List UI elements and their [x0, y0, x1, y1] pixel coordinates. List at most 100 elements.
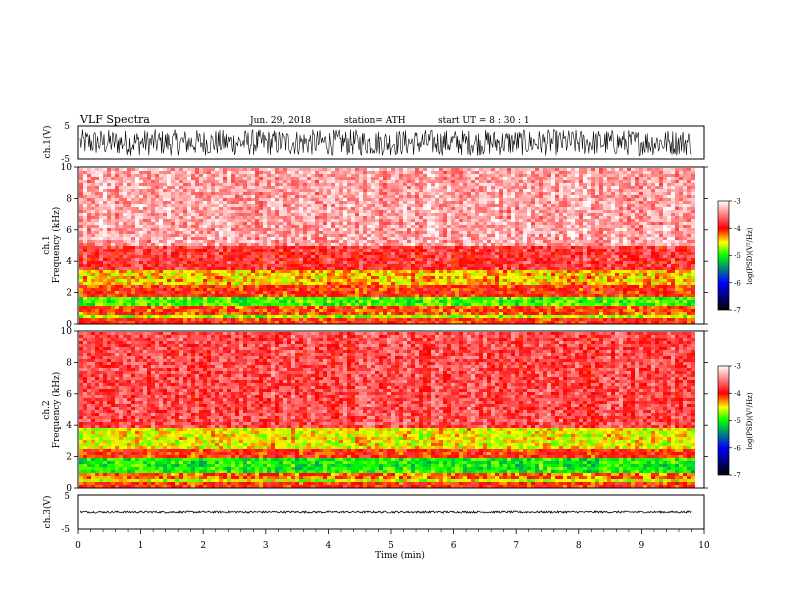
ch1-spectrogram-cell	[323, 288, 327, 291]
ch1-spectrogram-cell	[371, 297, 375, 300]
ch1-spectrogram-cell	[255, 261, 259, 264]
ch1-spectrogram-cell	[155, 294, 159, 297]
ch1-spectrogram-cell	[331, 321, 335, 324]
ch1-spectrogram-cell	[95, 198, 99, 201]
ch1-spectrogram-cell	[99, 243, 103, 246]
ch1-spectrogram-cell	[267, 321, 271, 324]
ch1-spectrogram-cell	[375, 174, 379, 177]
ch1-spectrogram-cell	[243, 297, 247, 300]
ch1-spectrogram-cell	[303, 237, 307, 240]
ch1-spectrogram-cell	[411, 183, 415, 186]
ch1-spectrogram-cell	[459, 300, 463, 303]
ch1-spectrogram-cell	[387, 195, 391, 198]
ch1-spectrogram-cell	[143, 276, 147, 279]
ch1-spectrogram-cell	[371, 204, 375, 207]
ch1-spectrogram-cell	[383, 201, 387, 204]
ch1-spectrogram-cell	[279, 303, 283, 306]
ch1-spectrogram-cell	[271, 315, 275, 318]
ch1-spectrogram-cell	[259, 261, 263, 264]
ch1-spectrogram-cell	[283, 222, 287, 225]
ch1-spectrogram-cell	[355, 270, 359, 273]
ch1-spectrogram-cell	[119, 243, 123, 246]
ch1-spectrogram-cell	[299, 291, 303, 294]
ch1-spectrogram-cell	[259, 306, 263, 309]
ch1-spectrogram-cell	[183, 234, 187, 237]
ch1-spectrogram-cell	[331, 288, 335, 291]
ch1-spectrogram-cell	[147, 225, 151, 228]
ch1-spectrogram-cell	[303, 198, 307, 201]
ch1-spectrogram-cell	[295, 198, 299, 201]
ch1-spectrogram-cell	[143, 204, 147, 207]
ch1-spectrogram-cell	[127, 312, 131, 315]
ch1-spectrogram-cell	[135, 303, 139, 306]
ch1-spectrogram-cell	[163, 252, 167, 255]
ch1-spectrogram-cell	[303, 234, 307, 237]
ch1-spectrogram-cell	[323, 276, 327, 279]
ch1-spectrogram-cell	[279, 297, 283, 300]
ch1-spectrogram-cell	[363, 291, 367, 294]
ch1-spectrogram-cell	[411, 177, 415, 180]
ch1-spectrogram-cell	[295, 180, 299, 183]
ch1-spectrogram-cell	[127, 237, 131, 240]
ch1-spectrogram-cell	[227, 306, 231, 309]
ch1-spectrogram-cell	[119, 285, 123, 288]
ch1-spectrogram-cell	[131, 246, 135, 249]
ch1-spectrogram-cell	[135, 249, 139, 252]
ch1-spectrogram-cell	[443, 201, 447, 204]
ch1-spectrogram-cell	[79, 321, 83, 324]
ch1-spectrogram-cell	[147, 183, 151, 186]
ch1-spectrogram-cell	[203, 225, 207, 228]
ch1-spectrogram-cell	[303, 300, 307, 303]
ch1-spectrogram-cell	[167, 183, 171, 186]
ch1-spectrogram-cell	[339, 267, 343, 270]
ch1-spectrogram-cell	[99, 300, 103, 303]
ch1-spectrogram-cell	[251, 234, 255, 237]
ch1-spectrogram-cell	[195, 309, 199, 312]
ch1-spectrogram-cell	[247, 297, 251, 300]
ch1-spectrogram-cell	[415, 189, 419, 192]
ch1-spectrogram-cell	[395, 267, 399, 270]
ch1-spectrogram-cell	[147, 246, 151, 249]
ch1-spectrogram-cell	[215, 276, 219, 279]
ch1-spectrogram-cell	[111, 258, 115, 261]
ch1-spectrogram-cell	[271, 189, 275, 192]
ch1-spectrogram-cell	[251, 198, 255, 201]
ch1-spectrogram-cell	[143, 219, 147, 222]
ch1-spectrogram-cell	[151, 192, 155, 195]
ch1-spectrogram-cell	[355, 294, 359, 297]
ch1-spectrogram-cell	[127, 228, 131, 231]
ch1-spectrogram-cell	[207, 231, 211, 234]
ch1-spectrogram-cell	[191, 195, 195, 198]
ch1-spectrogram-cell	[111, 252, 115, 255]
ch1-spectrogram-cell	[95, 201, 99, 204]
ch1-spectrogram-cell	[219, 210, 223, 213]
ch1-spectrogram-cell	[163, 180, 167, 183]
ch1-spectrogram-cell	[327, 237, 331, 240]
ch1-spectrogram-cell	[171, 222, 175, 225]
ch1-spectrogram-cell	[403, 288, 407, 291]
ch1-spectrogram-cell	[379, 255, 383, 258]
ch1-spectrogram-cell	[295, 183, 299, 186]
ch1-spectrogram-cell	[175, 252, 179, 255]
ch1-spectrogram-cell	[203, 288, 207, 291]
ch1-spectrogram-cell	[167, 177, 171, 180]
ch1-spectrogram-cell	[203, 219, 207, 222]
ch1-spectrogram-cell	[303, 177, 307, 180]
ch1-spectrogram-cell	[79, 210, 83, 213]
ch1-spectrogram-cell	[123, 282, 127, 285]
ch1-spectrogram-cell	[435, 186, 439, 189]
ch1-spectrogram-cell	[303, 225, 307, 228]
ch1-spectrogram-cell	[399, 237, 403, 240]
ch1-spectrogram-cell	[295, 207, 299, 210]
ch1-spectrogram-cell	[323, 219, 327, 222]
ch1-spectrogram-cell	[443, 183, 447, 186]
ch1-spectrogram-cell	[175, 183, 179, 186]
ch1-spectrogram-cell	[203, 180, 207, 183]
ch1-spectrogram-cell	[159, 294, 163, 297]
ch1-spectrogram-cell	[283, 252, 287, 255]
ch1-spectrogram-cell	[307, 252, 311, 255]
ch1-spectrogram-cell	[355, 171, 359, 174]
ch1-spectrogram-cell	[95, 294, 99, 297]
ch1-spectrogram-cell	[175, 177, 179, 180]
ch1-spectrogram-cell	[83, 225, 87, 228]
